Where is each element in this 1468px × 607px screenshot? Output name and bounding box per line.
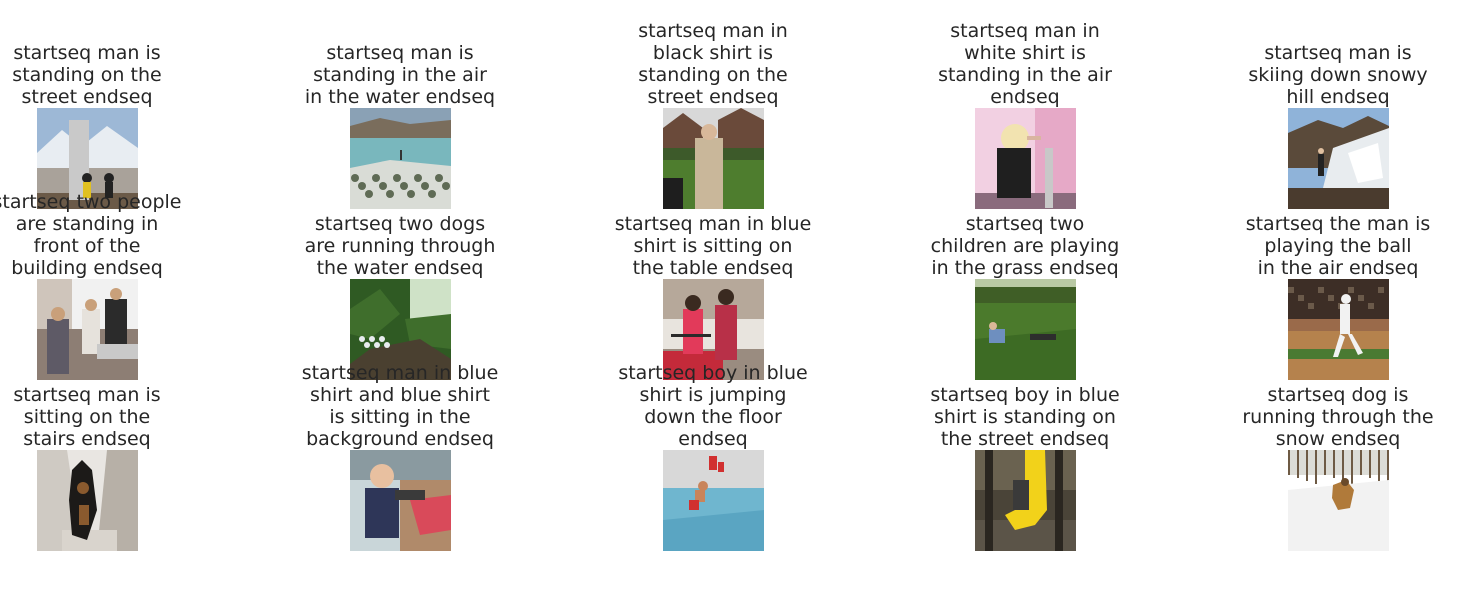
thumbnail-photo bbox=[975, 450, 1076, 551]
thumbnail-photo bbox=[975, 279, 1076, 380]
thumbnail-caption: startseq the man is playing the ball in … bbox=[1245, 213, 1431, 279]
thumbnail-photo bbox=[350, 108, 451, 209]
thumbnail-caption: startseq boy in blue shirt is jumping do… bbox=[618, 362, 808, 450]
thumbnail-caption: startseq man is sitting on the stairs en… bbox=[13, 384, 161, 450]
thumbnail-photo bbox=[1288, 279, 1389, 380]
thumbnail-photo bbox=[975, 108, 1076, 209]
thumbnail-caption: startseq man in black shirt is standing … bbox=[638, 20, 788, 108]
thumbnail-photo bbox=[350, 450, 451, 551]
thumbnail-photo bbox=[1288, 108, 1389, 209]
thumbnail-photo bbox=[37, 279, 138, 380]
thumbnail-photo bbox=[663, 279, 764, 380]
thumbnail-photo bbox=[663, 108, 764, 209]
thumbnail-caption: startseq boy in blue shirt is standing o… bbox=[930, 384, 1120, 450]
thumbnail-caption: startseq man is skiing down snowy hill e… bbox=[1248, 42, 1428, 108]
thumbnail-photo bbox=[37, 108, 138, 209]
thumbnail-photo bbox=[350, 279, 451, 380]
thumbnail-caption: startseq man in blue shirt is sitting on… bbox=[614, 213, 812, 279]
thumbnail-caption: startseq man is standing on the street e… bbox=[12, 42, 162, 108]
thumbnail-photo bbox=[1288, 450, 1389, 551]
thumbnail-caption: startseq two dogs are running through th… bbox=[304, 213, 496, 279]
thumbnail-caption: startseq two people are standing in fron… bbox=[0, 191, 182, 279]
thumbnail-caption: startseq dog is running through the snow… bbox=[1242, 384, 1434, 450]
thumbnail-caption: startseq man is standing in the air in t… bbox=[304, 42, 496, 108]
thumbnail-photo bbox=[37, 450, 138, 551]
thumbnail-caption: startseq man in blue shirt and blue shir… bbox=[301, 362, 499, 450]
thumbnail-caption: startseq two children are playing in the… bbox=[930, 213, 1120, 279]
thumbnail-photo bbox=[663, 450, 764, 551]
thumbnail-caption: startseq man in white shirt is standing … bbox=[938, 20, 1112, 108]
